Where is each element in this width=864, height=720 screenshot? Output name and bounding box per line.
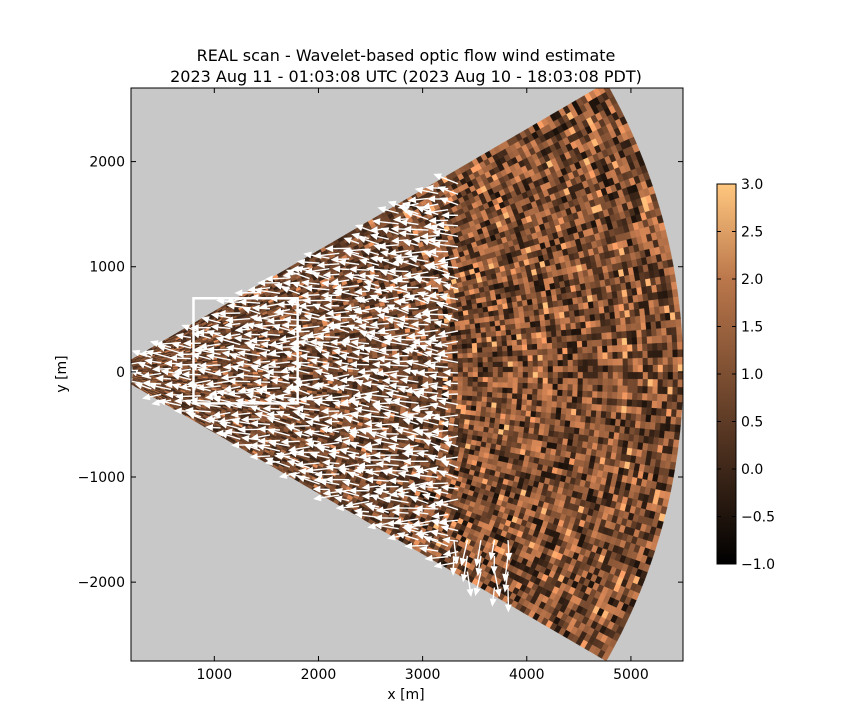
heatmap-cell <box>307 368 314 373</box>
heatmap-cell <box>347 358 354 363</box>
heatmap-cell <box>397 367 404 373</box>
heatmap-cell <box>412 383 419 389</box>
heatmap-cell <box>439 411 446 417</box>
heatmap-cell <box>372 353 378 359</box>
heatmap-cell <box>247 367 254 371</box>
heatmap-cell <box>346 390 353 395</box>
heatmap-cell <box>272 373 279 377</box>
heatmap-cell <box>302 376 309 380</box>
heatmap-cell <box>386 345 393 351</box>
heatmap-cell <box>232 371 239 374</box>
heatmap-cell <box>342 359 349 363</box>
heatmap-cell <box>407 375 414 381</box>
heatmap-cell <box>437 367 444 373</box>
heatmap-cell <box>417 359 424 364</box>
heatmap-cell <box>362 388 368 393</box>
heatmap-cell <box>402 355 409 361</box>
heatmap-cell <box>347 381 354 385</box>
heatmap-cell <box>327 368 334 373</box>
heatmap-cell <box>307 374 314 378</box>
heatmap-cell <box>417 355 424 360</box>
heatmap-cell <box>382 367 389 373</box>
heatmap-cell <box>332 368 339 373</box>
heatmap-cell <box>312 374 319 378</box>
heatmap-cell <box>352 371 359 376</box>
heatmap-cell <box>357 364 364 369</box>
heatmap-cell <box>411 395 418 401</box>
heatmap-cell <box>367 364 374 369</box>
heatmap-cell <box>417 375 424 381</box>
heatmap-cell <box>227 371 234 374</box>
heatmap-cell <box>437 371 444 377</box>
heatmap-cell <box>282 364 289 368</box>
heatmap-cell <box>257 371 264 375</box>
heatmap-cell <box>277 373 284 377</box>
chart-title-line1: REAL scan - Wavelet-based optic flow win… <box>197 46 616 65</box>
heatmap-cell <box>362 384 368 390</box>
heatmap-cell <box>252 371 259 374</box>
heatmap-cell <box>407 355 414 361</box>
heatmap-cell <box>396 344 403 350</box>
heatmap-cell <box>247 371 254 375</box>
heatmap-cell <box>357 384 363 389</box>
heatmap-cell <box>417 379 424 385</box>
heatmap-cell <box>437 380 444 386</box>
heatmap-cell <box>412 375 419 381</box>
chart-title-line2: 2023 Aug 11 - 01:03:08 UTC (2023 Aug 10 … <box>170 67 642 86</box>
heatmap-cell <box>406 339 413 345</box>
heatmap-cell <box>302 374 309 378</box>
heatmap-cell <box>391 345 398 350</box>
heatmap-cell <box>257 373 264 377</box>
heatmap-cell <box>312 379 319 384</box>
heatmap-cell <box>362 364 369 369</box>
heatmap-cell <box>277 367 284 370</box>
heatmap-cell <box>332 371 339 376</box>
heatmap-cell <box>302 366 309 370</box>
heatmap-cell <box>337 371 344 376</box>
heatmap-cell <box>252 373 259 377</box>
heatmap-cell <box>412 355 419 361</box>
heatmap-cell <box>421 400 427 406</box>
heatmap-cell <box>352 384 358 389</box>
